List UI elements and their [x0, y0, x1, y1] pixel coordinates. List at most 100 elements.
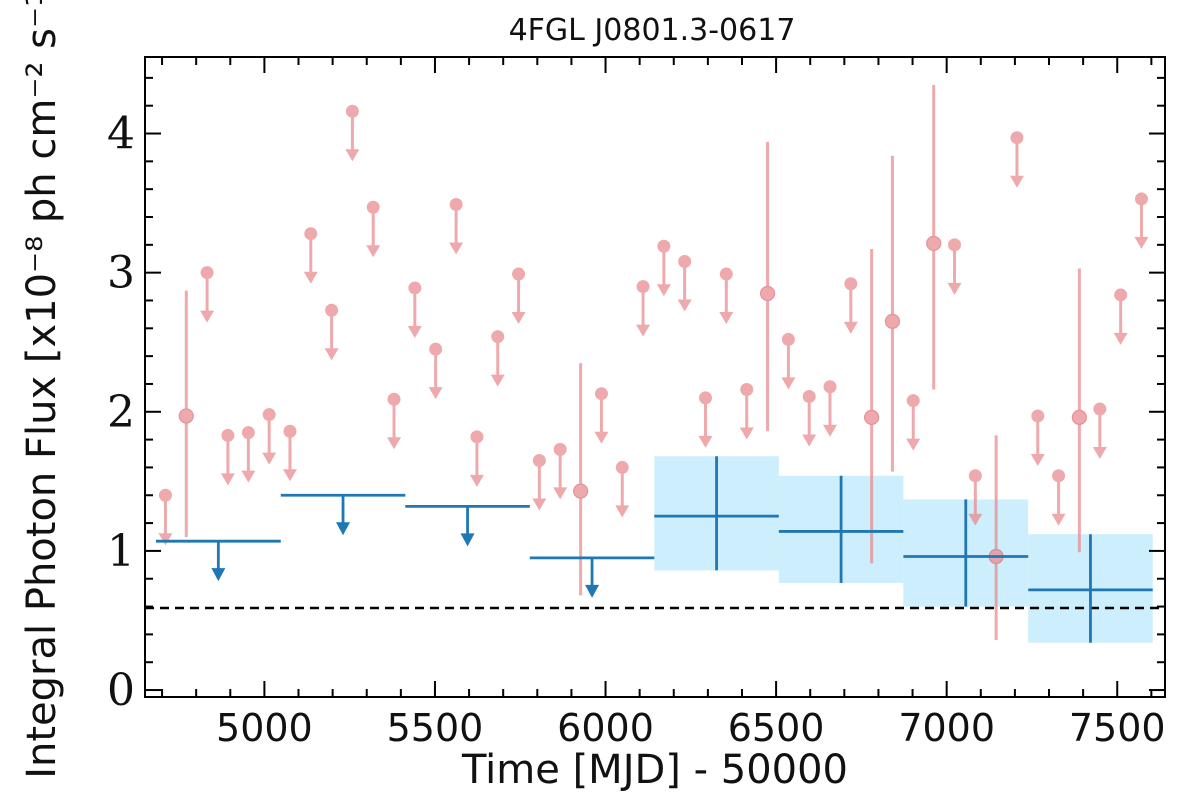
- fine-upper-limit-arrowhead: [739, 427, 754, 440]
- fine-upper-limit-arrowhead: [387, 437, 402, 450]
- fine-detection-point: [759, 285, 776, 302]
- fine-upper-limit-point: [636, 280, 650, 294]
- fine-upper-limit-arrowhead: [1113, 332, 1128, 345]
- fine-upper-limit: [366, 200, 381, 258]
- x-axis-label: Time [MJD] - 50000: [461, 747, 848, 793]
- fine-detection: [759, 141, 776, 432]
- fine-upper-limit-point: [241, 426, 255, 440]
- fine-upper-limit-point: [823, 380, 837, 394]
- fine-detection-point: [1071, 409, 1087, 425]
- fine-upper-limit-arrowhead: [677, 299, 692, 312]
- fine-upper-limit: [615, 460, 630, 518]
- y-tick-label: 0: [107, 665, 135, 716]
- fine-upper-limit-point: [781, 332, 795, 346]
- fine-upper-limit-arrowhead: [262, 452, 277, 465]
- fine-detection: [178, 290, 194, 537]
- fine-upper-limit-arrowhead: [158, 533, 173, 546]
- fine-upper-limit-point: [1114, 288, 1128, 302]
- fine-upper-limit-arrowhead: [802, 434, 817, 447]
- fine-detection-point: [573, 483, 589, 499]
- fine-upper-limit-arrowhead: [532, 498, 547, 511]
- fine-upper-limit-point: [200, 266, 214, 280]
- fine-upper-limit-point: [553, 442, 567, 456]
- fine-upper-limit: [677, 255, 692, 312]
- fine-upper-limit-point: [387, 392, 401, 406]
- fine-upper-limit: [241, 426, 256, 483]
- fine-upper-limit: [802, 389, 817, 447]
- fine-upper-limit-point: [491, 330, 505, 344]
- coarse-upper-limit-arrowhead: [211, 568, 226, 582]
- fine-upper-limit-point: [429, 342, 443, 356]
- fine-upper-limit: [1030, 409, 1045, 466]
- fine-upper-limit-point: [948, 238, 962, 252]
- fine-upper-limit-arrowhead: [428, 387, 443, 400]
- fine-upper-limit: [843, 277, 858, 334]
- fine-detection-point: [178, 408, 194, 424]
- fine-detection: [926, 84, 942, 390]
- fine-upper-limit: [594, 387, 609, 444]
- y-axis-label: Integral Photon Flux [x10⁻⁸ ph cm⁻² s⁻¹]: [19, 0, 65, 779]
- coarse-upper-limit-arrowhead: [585, 584, 600, 598]
- fine-upper-limit-arrowhead: [947, 282, 962, 295]
- fine-upper-limit-point: [968, 469, 982, 483]
- fine-upper-limit: [1113, 288, 1128, 345]
- fine-upper-limit: [449, 197, 464, 255]
- fine-upper-limit: [303, 227, 318, 284]
- fine-upper-limit-point: [698, 391, 712, 405]
- x-tick-label: 6000: [557, 706, 654, 750]
- fine-upper-limit: [906, 394, 921, 451]
- fine-upper-limit: [345, 104, 360, 162]
- fine-upper-limit-arrowhead: [1051, 513, 1066, 526]
- fine-upper-limit-point: [1134, 192, 1148, 206]
- x-tick-label: 7500: [1069, 706, 1166, 750]
- x-tick-label: 7000: [898, 706, 995, 750]
- fine-upper-limit-arrowhead: [324, 348, 339, 361]
- fine-upper-limit-arrowhead: [615, 505, 630, 518]
- fine-upper-limit: [532, 453, 547, 511]
- fine-upper-limit-point: [1010, 131, 1024, 145]
- fine-upper-limit-point: [262, 408, 276, 422]
- fine-upper-limit-arrowhead: [1134, 236, 1149, 249]
- fine-upper-limit-point: [740, 383, 754, 397]
- fine-upper-limit: [262, 408, 277, 465]
- fine-upper-limit-point: [594, 387, 608, 401]
- fine-upper-limit-point: [221, 428, 235, 442]
- fine-detection: [864, 249, 880, 564]
- fine-upper-limit-point: [802, 389, 816, 403]
- fine-upper-limit-arrowhead: [469, 474, 484, 487]
- fine-detection: [573, 363, 589, 596]
- fine-upper-limit-point: [283, 424, 297, 438]
- fine-upper-limit: [1051, 469, 1066, 526]
- fine-upper-limit: [200, 266, 215, 323]
- fine-upper-limit-arrowhead: [594, 431, 609, 444]
- fine-upper-limit-arrowhead: [968, 513, 983, 526]
- fine-detection-point: [864, 409, 880, 425]
- fine-upper-limit-arrowhead: [490, 374, 505, 387]
- fine-upper-limit-arrowhead: [781, 377, 796, 390]
- fine-upper-limit: [158, 488, 173, 546]
- fine-upper-limit: [739, 383, 754, 440]
- fine-upper-limit-arrowhead: [407, 325, 422, 338]
- fine-upper-limit-arrowhead: [553, 487, 568, 500]
- fine-upper-limit-arrowhead: [220, 473, 235, 486]
- fine-upper-limit-arrowhead: [823, 424, 838, 437]
- fine-upper-limit-point: [678, 255, 692, 269]
- y-tick-label: 4: [107, 109, 135, 160]
- fine-upper-limit: [1009, 131, 1024, 188]
- fine-detection-point: [926, 235, 942, 252]
- fine-upper-limit-arrowhead: [636, 324, 651, 337]
- fine-upper-limit-arrowhead: [719, 312, 734, 325]
- plot-frame: [144, 56, 1166, 698]
- fine-upper-limit-point: [158, 488, 172, 502]
- fine-detection-point: [884, 313, 901, 329]
- fine-upper-limit: [781, 332, 796, 390]
- fine-upper-limit: [511, 267, 526, 325]
- fine-upper-limit: [490, 330, 505, 387]
- fine-upper-limit: [220, 428, 235, 486]
- fine-upper-limit: [282, 424, 297, 482]
- fine-upper-limit-arrowhead: [511, 312, 526, 325]
- fine-upper-limit: [656, 239, 671, 297]
- fine-upper-limit-arrowhead: [843, 321, 858, 334]
- coarse-upper-limit-arrowhead: [460, 533, 475, 547]
